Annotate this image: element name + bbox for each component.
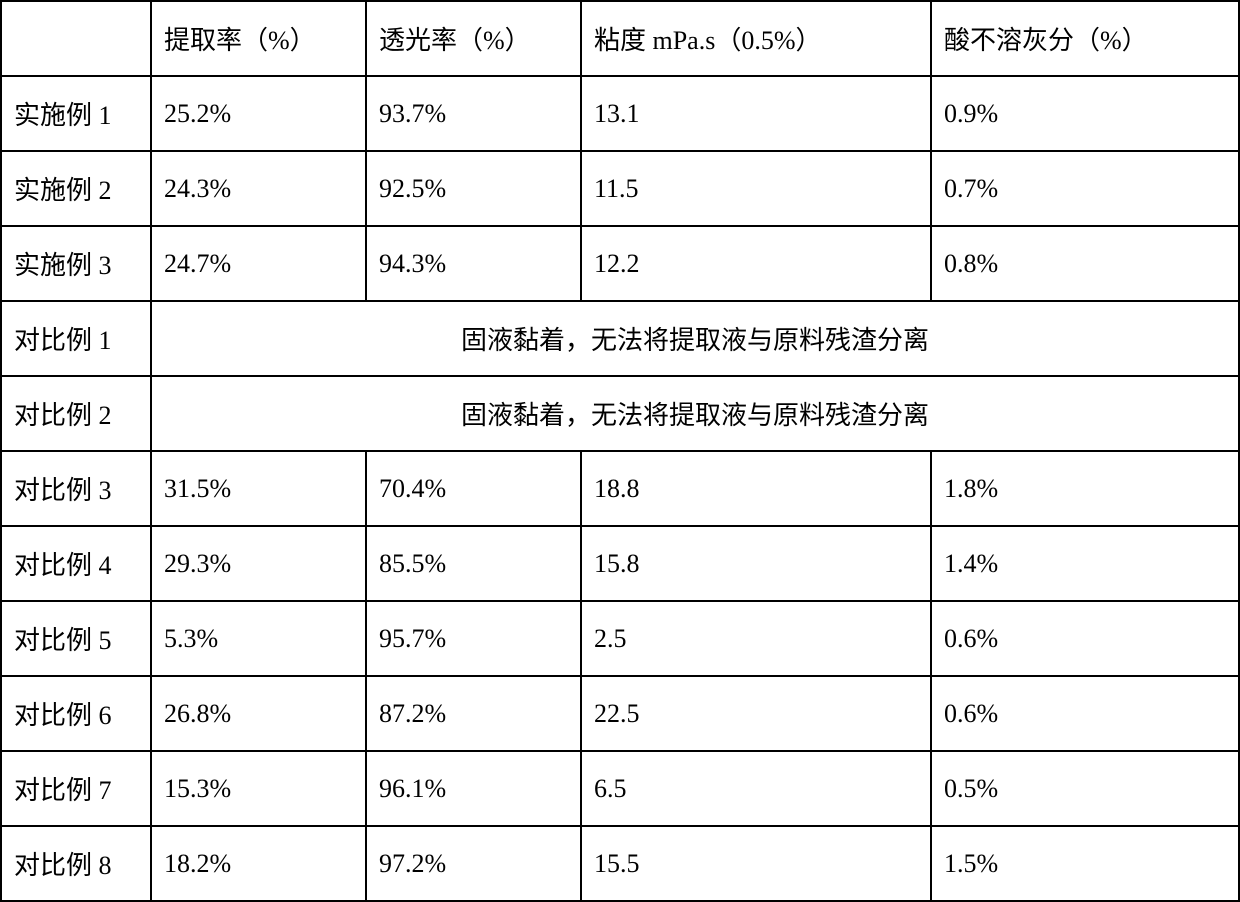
cell-viscosity: 15.5 xyxy=(581,826,931,901)
table-row: 对比例 1 固液黏着，无法将提取液与原料残渣分离 xyxy=(1,301,1239,376)
row-label: 对比例 2 xyxy=(1,376,151,451)
cell-extract: 25.2% xyxy=(151,76,366,151)
cell-light: 95.7% xyxy=(366,601,581,676)
cell-ash: 0.6% xyxy=(931,601,1239,676)
table-row: 对比例 3 31.5% 70.4% 18.8 1.8% xyxy=(1,451,1239,526)
cell-light: 87.2% xyxy=(366,676,581,751)
row-label: 对比例 6 xyxy=(1,676,151,751)
table-body: 实施例 1 25.2% 93.7% 13.1 0.9% 实施例 2 24.3% … xyxy=(1,76,1239,901)
cell-ash: 0.9% xyxy=(931,76,1239,151)
table-row: 实施例 1 25.2% 93.7% 13.1 0.9% xyxy=(1,76,1239,151)
table-row: 对比例 2 固液黏着，无法将提取液与原料残渣分离 xyxy=(1,376,1239,451)
cell-merged-note: 固液黏着，无法将提取液与原料残渣分离 xyxy=(151,301,1239,376)
cell-ash: 1.8% xyxy=(931,451,1239,526)
cell-extract: 24.7% xyxy=(151,226,366,301)
cell-ash: 0.6% xyxy=(931,676,1239,751)
cell-viscosity: 12.2 xyxy=(581,226,931,301)
row-label: 对比例 1 xyxy=(1,301,151,376)
table-header-row: 提取率（%） 透光率（%） 粘度 mPa.s（0.5%） 酸不溶灰分（%） xyxy=(1,1,1239,76)
cell-light: 93.7% xyxy=(366,76,581,151)
cell-extract: 15.3% xyxy=(151,751,366,826)
cell-viscosity: 15.8 xyxy=(581,526,931,601)
header-ash: 酸不溶灰分（%） xyxy=(931,1,1239,76)
row-label: 实施例 3 xyxy=(1,226,151,301)
row-label: 实施例 2 xyxy=(1,151,151,226)
cell-ash: 0.7% xyxy=(931,151,1239,226)
data-table: 提取率（%） 透光率（%） 粘度 mPa.s（0.5%） 酸不溶灰分（%） 实施… xyxy=(0,0,1240,902)
table-row: 实施例 3 24.7% 94.3% 12.2 0.8% xyxy=(1,226,1239,301)
cell-extract: 31.5% xyxy=(151,451,366,526)
cell-viscosity: 11.5 xyxy=(581,151,931,226)
table-row: 对比例 6 26.8% 87.2% 22.5 0.6% xyxy=(1,676,1239,751)
table-row: 对比例 7 15.3% 96.1% 6.5 0.5% xyxy=(1,751,1239,826)
cell-ash: 0.5% xyxy=(931,751,1239,826)
cell-ash: 0.8% xyxy=(931,226,1239,301)
cell-light: 85.5% xyxy=(366,526,581,601)
table-row: 对比例 5 5.3% 95.7% 2.5 0.6% xyxy=(1,601,1239,676)
cell-viscosity: 18.8 xyxy=(581,451,931,526)
cell-light: 92.5% xyxy=(366,151,581,226)
cell-light: 94.3% xyxy=(366,226,581,301)
header-extract: 提取率（%） xyxy=(151,1,366,76)
row-label: 对比例 7 xyxy=(1,751,151,826)
row-label: 对比例 8 xyxy=(1,826,151,901)
row-label: 对比例 4 xyxy=(1,526,151,601)
cell-viscosity: 22.5 xyxy=(581,676,931,751)
cell-extract: 26.8% xyxy=(151,676,366,751)
cell-merged-note: 固液黏着，无法将提取液与原料残渣分离 xyxy=(151,376,1239,451)
row-label: 对比例 3 xyxy=(1,451,151,526)
header-blank xyxy=(1,1,151,76)
cell-extract: 18.2% xyxy=(151,826,366,901)
cell-viscosity: 6.5 xyxy=(581,751,931,826)
cell-light: 70.4% xyxy=(366,451,581,526)
cell-viscosity: 13.1 xyxy=(581,76,931,151)
header-viscosity: 粘度 mPa.s（0.5%） xyxy=(581,1,931,76)
row-label: 实施例 1 xyxy=(1,76,151,151)
table-row: 对比例 4 29.3% 85.5% 15.8 1.4% xyxy=(1,526,1239,601)
row-label: 对比例 5 xyxy=(1,601,151,676)
cell-extract: 5.3% xyxy=(151,601,366,676)
cell-ash: 1.5% xyxy=(931,826,1239,901)
table-row: 对比例 8 18.2% 97.2% 15.5 1.5% xyxy=(1,826,1239,901)
cell-extract: 24.3% xyxy=(151,151,366,226)
cell-light: 96.1% xyxy=(366,751,581,826)
table-row: 实施例 2 24.3% 92.5% 11.5 0.7% xyxy=(1,151,1239,226)
cell-extract: 29.3% xyxy=(151,526,366,601)
header-light: 透光率（%） xyxy=(366,1,581,76)
cell-viscosity: 2.5 xyxy=(581,601,931,676)
cell-light: 97.2% xyxy=(366,826,581,901)
cell-ash: 1.4% xyxy=(931,526,1239,601)
